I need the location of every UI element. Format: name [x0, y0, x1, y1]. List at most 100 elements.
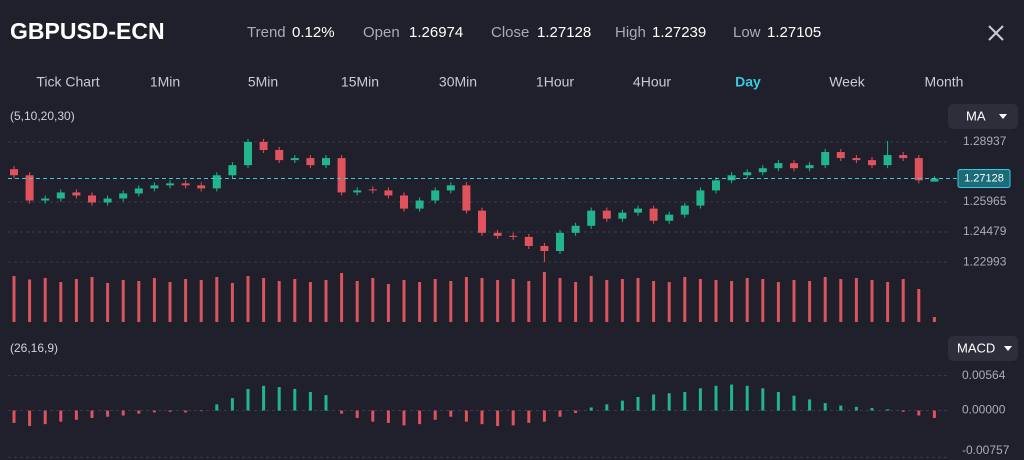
dropdown-arrow[interactable]	[1004, 346, 1012, 351]
histogram-bar	[761, 388, 765, 411]
volume-bar	[620, 279, 624, 322]
histogram-bar	[511, 410, 515, 426]
y-tick-label: 0.00000	[962, 403, 1006, 417]
close-icon[interactable]	[988, 25, 1004, 41]
volume-bar	[152, 278, 156, 322]
histogram-bar	[652, 394, 656, 411]
volume-bar	[74, 279, 78, 322]
symbol-title: GBPUSD-ECN	[10, 18, 165, 44]
volume-bar	[277, 281, 281, 322]
volume-bar	[776, 282, 780, 322]
candle-body	[509, 235, 518, 237]
candle-body	[649, 208, 658, 221]
volume-bar	[12, 276, 16, 322]
volume-bar	[683, 277, 687, 322]
timeframe-tab[interactable]: 1Hour	[536, 74, 574, 90]
volume-bar	[324, 280, 328, 322]
histogram-bar	[839, 405, 843, 411]
histogram-bar	[199, 410, 203, 412]
histogram-bar	[854, 406, 858, 411]
volume-bar	[308, 282, 312, 322]
timeframe-tab[interactable]: 4Hour	[633, 74, 671, 90]
y-tick-label: 1.25965	[963, 194, 1007, 208]
histogram-bar	[714, 385, 718, 411]
volume-bar	[652, 281, 656, 322]
timeframe-tab[interactable]: Month	[925, 74, 964, 90]
y-tick-label: 1.28937	[963, 134, 1007, 148]
ma-button[interactable]: MA	[948, 104, 1018, 129]
histogram-bar	[90, 410, 94, 418]
macd-button[interactable]: MACD	[948, 336, 1018, 361]
volume-bar	[792, 280, 796, 322]
candle-body	[868, 160, 876, 166]
candle-body	[665, 214, 674, 221]
timeframe-tab[interactable]: 30Min	[439, 74, 477, 90]
volume-bar	[558, 278, 562, 322]
button-label[interactable]: MA	[966, 108, 986, 123]
histogram-bar	[901, 410, 905, 412]
volume-bar	[886, 282, 890, 322]
histogram-bar	[527, 410, 531, 423]
y-tick-label: 0.00564	[962, 368, 1006, 382]
volume-bar	[449, 281, 453, 322]
volume-bar	[464, 277, 468, 322]
histogram-bar	[558, 410, 562, 417]
candle-body	[10, 169, 18, 176]
candle-body	[88, 195, 96, 203]
volume-bar	[371, 278, 375, 322]
candle-body	[290, 158, 299, 161]
timeframe-tab[interactable]: 1Min	[150, 74, 180, 90]
volume-bar	[714, 280, 718, 322]
volume-bar	[823, 277, 827, 322]
histogram-bar	[59, 410, 63, 422]
indicator-params: (26,16,9)	[10, 341, 58, 355]
candle-body	[212, 175, 221, 189]
candle-body	[259, 141, 268, 151]
stat-label: High	[615, 24, 646, 41]
volume-bar	[542, 272, 546, 322]
last-price-label: 1.27128	[964, 172, 1004, 184]
histogram-bar	[308, 392, 312, 411]
timeframe-tab[interactable]: Tick Chart	[36, 74, 99, 90]
histogram-bar	[293, 388, 297, 411]
candle-body	[493, 232, 502, 236]
volume-bar	[418, 282, 422, 322]
button-bg[interactable]	[948, 104, 1018, 129]
volume-bar	[137, 281, 141, 322]
candle-body	[197, 185, 206, 189]
stat-value: 1.27128	[537, 24, 591, 41]
candle-body	[821, 152, 830, 166]
y-tick-label: -0.00757	[962, 443, 1010, 457]
volume-bar	[433, 279, 437, 322]
button-bg[interactable]	[948, 336, 1018, 361]
histogram-bar	[870, 408, 874, 411]
stat-label: Trend	[247, 24, 286, 41]
candle-body	[602, 210, 611, 219]
candle-body	[431, 190, 440, 201]
stat-label: Low	[733, 24, 761, 41]
volume-bar	[199, 280, 203, 322]
histogram-bar	[386, 410, 390, 423]
candle-body	[743, 172, 752, 176]
volume-bar	[527, 281, 531, 322]
histogram-bar	[449, 410, 453, 417]
volume-bar	[355, 281, 359, 322]
histogram-bar	[433, 410, 437, 420]
timeframe-tab[interactable]: 5Min	[248, 74, 278, 90]
timeframe-tab[interactable]: 15Min	[341, 74, 379, 90]
candle-body	[758, 168, 767, 173]
volume-bar	[901, 279, 905, 322]
candle-body	[275, 150, 284, 161]
dropdown-arrow[interactable]	[999, 114, 1007, 119]
histogram-bar	[480, 410, 484, 425]
timeframe-tab[interactable]: Day	[735, 74, 761, 90]
candle-body	[883, 155, 892, 166]
candle-body	[166, 183, 174, 186]
histogram-bar	[589, 407, 593, 411]
close-button[interactable]	[988, 25, 1004, 41]
candle-body	[790, 163, 798, 169]
volume-bar	[605, 280, 609, 322]
button-label[interactable]: MACD	[957, 340, 995, 355]
timeframe-tab[interactable]: Week	[829, 74, 866, 90]
histogram-bar	[74, 410, 78, 420]
